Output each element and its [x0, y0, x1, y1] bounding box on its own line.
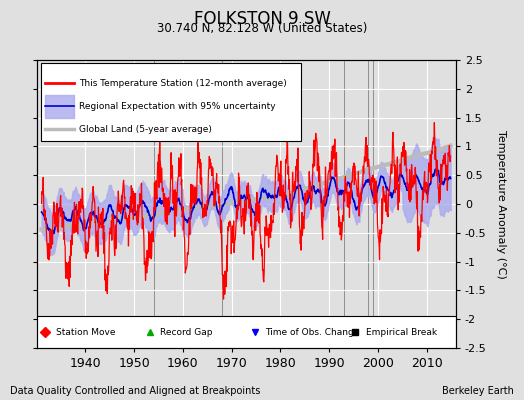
Text: Berkeley Earth: Berkeley Earth	[442, 386, 514, 396]
Y-axis label: Temperature Anomaly (°C): Temperature Anomaly (°C)	[496, 130, 506, 278]
Bar	[41, 63, 301, 141]
Text: 30.740 N, 82.128 W (United States): 30.740 N, 82.128 W (United States)	[157, 22, 367, 35]
Text: Station Move: Station Move	[56, 328, 115, 337]
Text: FOLKSTON 9 SW: FOLKSTON 9 SW	[193, 10, 331, 28]
Bar	[37, 316, 456, 348]
Text: Record Gap: Record Gap	[160, 328, 213, 337]
Text: This Temperature Station (12-month average): This Temperature Station (12-month avera…	[79, 78, 286, 88]
Text: Time of Obs. Change: Time of Obs. Change	[265, 328, 359, 337]
Text: Data Quality Controlled and Aligned at Breakpoints: Data Quality Controlled and Aligned at B…	[10, 386, 261, 396]
Text: Regional Expectation with 95% uncertainty: Regional Expectation with 95% uncertaint…	[79, 102, 275, 110]
Text: Global Land (5-year average): Global Land (5-year average)	[79, 125, 212, 134]
Text: Empirical Break: Empirical Break	[366, 328, 437, 337]
